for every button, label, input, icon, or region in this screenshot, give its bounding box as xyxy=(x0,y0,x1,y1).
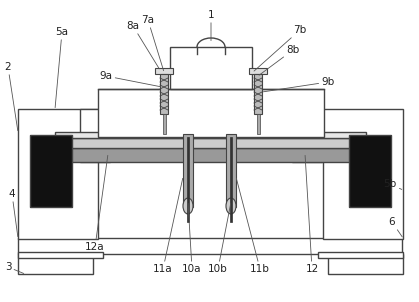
Bar xyxy=(170,47,252,89)
Text: 9b: 9b xyxy=(264,77,335,92)
Bar xyxy=(292,109,322,162)
Bar xyxy=(257,114,260,134)
Text: 8a: 8a xyxy=(127,21,159,69)
Text: 10a: 10a xyxy=(182,203,202,274)
Ellipse shape xyxy=(183,198,193,214)
Bar xyxy=(98,89,324,137)
Bar xyxy=(18,109,98,239)
Text: 7a: 7a xyxy=(142,15,163,71)
Bar xyxy=(323,109,403,239)
Text: 2: 2 xyxy=(5,62,18,131)
Bar xyxy=(183,134,193,207)
Bar xyxy=(30,135,72,207)
Bar xyxy=(328,254,403,274)
Bar xyxy=(349,135,391,207)
Ellipse shape xyxy=(226,198,236,214)
Bar xyxy=(18,254,93,274)
Bar xyxy=(187,137,189,222)
Bar xyxy=(18,238,402,254)
Bar xyxy=(55,138,366,148)
Text: 9a: 9a xyxy=(99,71,160,87)
Bar xyxy=(318,252,403,258)
Bar xyxy=(349,135,391,207)
Text: 7b: 7b xyxy=(254,25,307,71)
Bar xyxy=(163,114,166,134)
Text: 11a: 11a xyxy=(153,178,183,274)
Text: 12: 12 xyxy=(305,156,318,274)
Text: 5b: 5b xyxy=(383,179,402,189)
Bar xyxy=(80,109,110,162)
Bar xyxy=(230,137,232,222)
Bar xyxy=(226,134,236,207)
Text: 3: 3 xyxy=(5,262,24,274)
Text: 4: 4 xyxy=(9,189,18,237)
Text: 8b: 8b xyxy=(259,45,300,75)
Bar xyxy=(30,135,72,207)
Bar xyxy=(155,68,173,74)
Text: 6: 6 xyxy=(389,217,402,237)
Text: 12a: 12a xyxy=(85,155,108,252)
Text: 11b: 11b xyxy=(236,178,270,274)
Bar xyxy=(55,132,366,138)
Bar xyxy=(249,68,267,74)
Bar xyxy=(18,252,103,258)
Text: 1: 1 xyxy=(208,10,214,40)
Bar xyxy=(55,148,366,162)
Text: 10b: 10b xyxy=(208,203,231,274)
Bar xyxy=(254,74,262,114)
Bar xyxy=(160,74,168,114)
Text: 5a: 5a xyxy=(55,27,68,108)
